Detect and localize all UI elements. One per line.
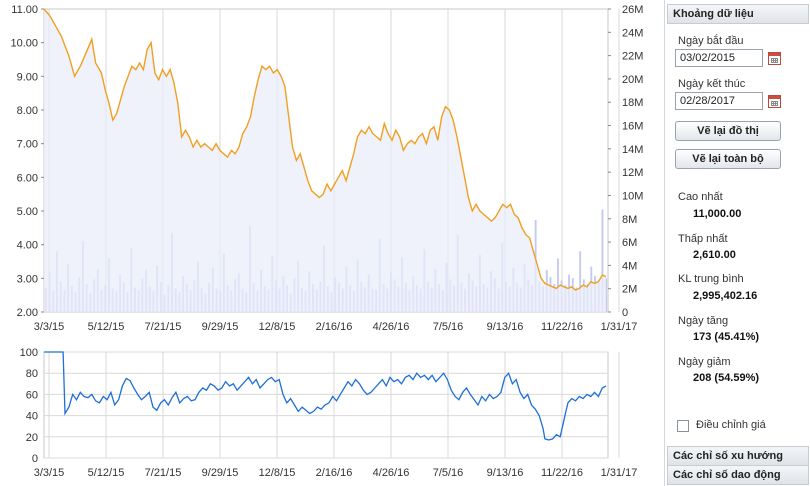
y2-tick-label: 18M <box>622 97 643 109</box>
end-date-input[interactable] <box>675 92 763 110</box>
y-tick-label: 8.00 <box>17 105 38 117</box>
adjust-price-label: Điều chỉnh giá <box>696 419 766 431</box>
start-date-label: Ngày bắt đầu <box>678 35 744 47</box>
x-tick-label: 5/12/15 <box>88 321 125 333</box>
indicator-x-tick-label: 9/13/16 <box>487 467 524 479</box>
x-tick-label: 4/26/16 <box>373 321 410 333</box>
up-days-label: Ngày tăng <box>678 315 729 327</box>
y2-tick-label: 16M <box>622 121 643 133</box>
chart-area: 2.00 3.00 4.00 5.00 6.00 7.00 8.00 9.00 10.00 11.… <box>10 4 643 479</box>
y-tick-label: 4.00 <box>17 240 38 252</box>
y2-tick-label: 8M <box>622 214 637 226</box>
y2-tick-label: 24M <box>622 27 643 39</box>
low-value: 2,610.00 <box>693 249 736 261</box>
y2-tick-label: 2M <box>622 284 637 296</box>
indicator-y-tick-label: 100 <box>20 347 38 359</box>
y-tick-label: 11.00 <box>11 4 38 16</box>
indicator-y-tick-label: 20 <box>26 432 38 444</box>
high-value: 11,000.00 <box>693 208 742 220</box>
end-date-label: Ngày kết thúc <box>678 78 746 90</box>
y2-tick-label: 6M <box>622 237 637 249</box>
indicator-x-tick-label: 2/16/16 <box>316 467 353 479</box>
down-days-value: 208 (54.59%) <box>693 372 760 384</box>
indicator-x-tick-label: 9/29/15 <box>202 467 239 479</box>
x-tick-label: 1/31/17 <box>601 321 638 333</box>
reset-all-button[interactable]: Vẽ lại toàn bộ <box>675 149 781 169</box>
indicator-x-tick-label: 4/26/16 <box>373 467 410 479</box>
indicator-x-tick-label: 11/22/16 <box>541 467 583 479</box>
indicator-x-tick-label: 12/8/15 <box>259 467 296 479</box>
y2-tick-label: 12M <box>622 167 643 179</box>
avg-volume-value: 2,995,402.16 <box>693 290 758 302</box>
x-tick-label: 9/29/15 <box>202 321 239 333</box>
x-tick-label: 7/21/15 <box>145 321 182 333</box>
y-tick-label: 7.00 <box>17 139 38 151</box>
x-tick-label: 12/8/15 <box>259 321 296 333</box>
indicator-y-tick-label: 40 <box>26 411 38 423</box>
indicator-line <box>44 351 607 441</box>
volume-bar <box>601 209 604 312</box>
up-days-value: 173 (45.41%) <box>693 331 760 343</box>
y2-tick-label: 14M <box>622 144 643 156</box>
control-panel: Khoảng dữ liệu Ngày bắt đầu Ngày kết thú… <box>664 0 810 486</box>
x-tick-label: 9/13/16 <box>487 321 524 333</box>
calendar-icon[interactable] <box>768 95 781 108</box>
indicator-y-tick-label: 60 <box>26 389 38 401</box>
indicator-x-tick-label: 7/5/16 <box>433 467 464 479</box>
low-label: Thấp nhất <box>678 233 728 245</box>
y2-tick-label: 4M <box>622 260 637 272</box>
trend-indicators-header[interactable]: Các chỉ số xu hướng <box>667 446 809 466</box>
y2-tick-label: 0 <box>622 307 628 319</box>
x-tick-label: 3/3/15 <box>34 321 65 333</box>
volume-bar <box>605 278 608 312</box>
price-line <box>43 8 607 291</box>
volume-bar <box>579 251 582 312</box>
y2-tick-label: 22M <box>622 51 643 63</box>
y-tick-label: 9.00 <box>17 71 38 83</box>
x-tick-label: 2/16/16 <box>316 321 353 333</box>
avg-volume-label: KL trung bình <box>678 273 744 285</box>
x-tick-label: 11/22/16 <box>541 321 583 333</box>
redraw-chart-button[interactable]: Vẽ lại đồ thị <box>675 121 781 141</box>
stock-chart: 2.00 3.00 4.00 5.00 6.00 7.00 8.00 9.00 10.00 11.… <box>10 4 643 479</box>
calendar-icon[interactable] <box>768 52 781 65</box>
y2-tick-label: 10M <box>622 190 643 202</box>
down-days-label: Ngày giảm <box>678 356 731 368</box>
indicator-y-tick-label: 0 <box>32 453 38 465</box>
y-tick-label: 5.00 <box>17 206 38 218</box>
oscillator-indicators-header[interactable]: Các chỉ số dao động <box>667 465 809 485</box>
y2-tick-label: 26M <box>622 4 643 16</box>
volume-bar <box>556 258 559 312</box>
y-tick-label: 3.00 <box>17 273 38 285</box>
indicator-y-tick-label: 80 <box>26 368 38 380</box>
y2-tick-label: 20M <box>622 74 643 86</box>
indicator-x-tick-label: 3/3/15 <box>34 467 65 479</box>
x-tick-label: 7/5/16 <box>433 321 464 333</box>
high-label: Cao nhất <box>678 191 723 203</box>
data-range-header[interactable]: Khoảng dữ liệu <box>667 4 809 24</box>
y-tick-label: 10.00 <box>10 38 38 50</box>
price-area <box>44 9 607 312</box>
indicator-x-tick-label: 7/21/15 <box>145 467 182 479</box>
adjust-price-checkbox[interactable] <box>677 420 689 432</box>
y-tick-label: 2.00 <box>17 307 38 319</box>
y-tick-label: 6.00 <box>17 172 38 184</box>
indicator-x-tick-label: 5/12/15 <box>88 467 125 479</box>
start-date-input[interactable] <box>675 49 763 67</box>
indicator-x-tick-label: 1/31/17 <box>601 467 638 479</box>
